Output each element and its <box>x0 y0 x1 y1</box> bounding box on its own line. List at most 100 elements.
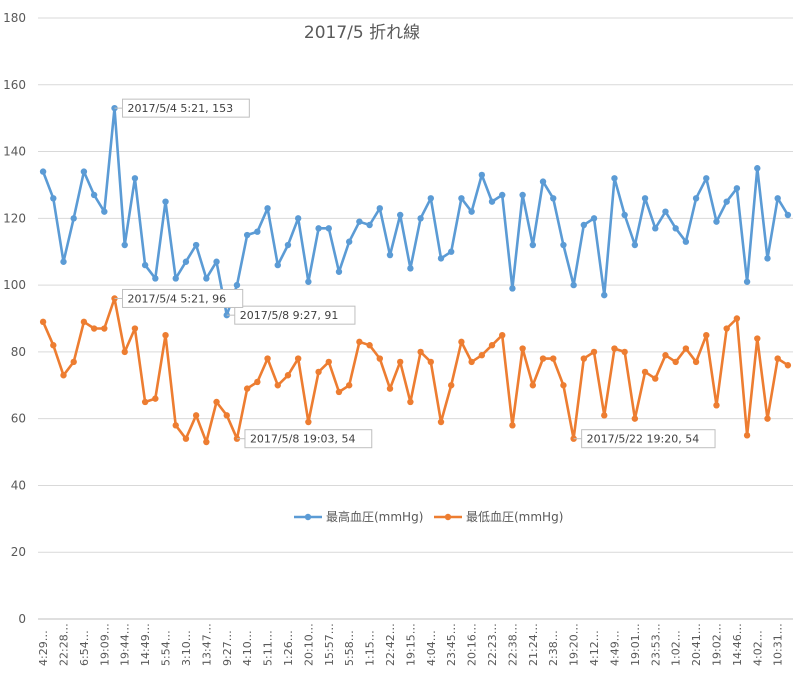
data-point <box>396 211 404 219</box>
data-point <box>141 398 149 406</box>
y-tick-label: 20 <box>11 545 26 559</box>
data-point <box>325 225 332 232</box>
data-point <box>315 225 322 232</box>
data-callout: 2017/5/4 5:21, 96 <box>114 288 244 308</box>
data-point <box>774 195 781 202</box>
data-point <box>601 291 608 299</box>
x-tick-label: 19:20… <box>568 623 581 666</box>
data-point <box>478 171 486 179</box>
data-point <box>754 165 761 172</box>
x-tick-label: 1:02… <box>670 630 683 666</box>
data-point <box>274 261 281 269</box>
data-point <box>539 355 547 362</box>
x-tick-label: 1:26… <box>282 630 295 666</box>
data-point <box>417 215 424 222</box>
data-point <box>519 345 526 352</box>
data-point <box>274 382 281 389</box>
data-point <box>192 412 200 419</box>
x-tick-label: 4:12… <box>588 630 601 666</box>
data-point <box>335 388 343 396</box>
data-point <box>733 185 741 192</box>
data-point <box>427 358 435 366</box>
data-point <box>580 221 588 229</box>
data-point <box>468 358 475 366</box>
data-point <box>662 352 669 359</box>
data-point <box>356 218 363 225</box>
callout-box <box>122 288 244 308</box>
y-tick-label: 100 <box>3 278 26 292</box>
data-point <box>172 422 179 429</box>
callout-box <box>581 429 716 449</box>
legend-item: 最低血圧(mmHg) <box>434 510 563 524</box>
x-tick-label: 19:02… <box>710 623 723 666</box>
callout-label: 2017/5/8 9:27, 91 <box>240 309 339 322</box>
data-point <box>141 261 149 269</box>
callout-label: 2017/5/22 19:20, 54 <box>587 433 700 446</box>
data-point <box>162 331 169 339</box>
data-point <box>529 382 537 389</box>
data-point <box>203 275 210 282</box>
data-point <box>345 238 353 245</box>
x-tick-label: 20:16… <box>466 623 479 666</box>
data-point <box>784 362 792 369</box>
data-point <box>601 412 608 419</box>
data-point <box>611 175 618 182</box>
x-tick-label: 22:23… <box>486 623 499 666</box>
data-point <box>733 315 741 322</box>
data-point <box>213 398 220 406</box>
callout-label: 2017/5/8 19:03, 54 <box>250 433 356 446</box>
data-point <box>284 372 292 379</box>
data-point <box>590 215 598 222</box>
series-line-1 <box>41 297 789 444</box>
data-point <box>723 325 730 332</box>
data-point <box>509 285 516 292</box>
x-tick-label: 1:15… <box>364 630 377 666</box>
data-point <box>101 208 108 215</box>
x-tick-label: 19:09… <box>98 623 111 666</box>
callout-box <box>244 429 373 449</box>
data-point <box>284 241 292 249</box>
y-tick-label: 60 <box>11 412 26 426</box>
data-point <box>652 375 659 382</box>
series-layer <box>39 104 792 446</box>
data-point <box>580 355 588 362</box>
data-point <box>682 238 690 245</box>
data-point <box>243 231 251 239</box>
data-callout: 2017/5/8 9:27, 91 <box>226 305 356 325</box>
data-point <box>641 368 649 376</box>
data-point <box>560 241 567 249</box>
data-point <box>315 368 322 376</box>
legend-label: 最低血圧(mmHg) <box>466 510 563 524</box>
data-point <box>427 195 435 202</box>
data-point <box>121 241 128 249</box>
data-point <box>60 372 67 379</box>
data-point <box>325 358 332 366</box>
x-tick-label: 3:10… <box>180 630 193 666</box>
data-point <box>131 175 139 182</box>
x-tick-label: 9:27… <box>221 630 234 666</box>
data-point <box>386 251 394 259</box>
data-point <box>90 191 98 199</box>
legend-swatch-marker <box>304 513 312 521</box>
x-tick-label: 10:31… <box>772 623 785 666</box>
data-callout: 2017/5/22 19:20, 54 <box>573 429 716 449</box>
data-point <box>743 278 751 285</box>
series-line-0 <box>41 106 790 317</box>
data-point <box>294 215 302 222</box>
data-point <box>499 191 506 199</box>
x-tick-label: 14:49… <box>139 623 152 666</box>
data-point <box>499 331 506 339</box>
data-point <box>672 225 679 232</box>
data-point <box>366 221 373 229</box>
x-tick-label: 13:47… <box>200 623 213 666</box>
x-tick-label: 5:54… <box>160 630 173 666</box>
x-axis-ticks: 4:29… 22:28… 6:54… 19:09… 19:44… 14:49… 5:54… 3… <box>37 623 785 666</box>
y-tick-label: 40 <box>11 478 26 492</box>
data-point <box>407 398 414 406</box>
data-point <box>417 348 424 356</box>
data-point <box>784 211 792 219</box>
x-tick-label: 20:41… <box>690 623 703 666</box>
data-point <box>448 382 455 389</box>
